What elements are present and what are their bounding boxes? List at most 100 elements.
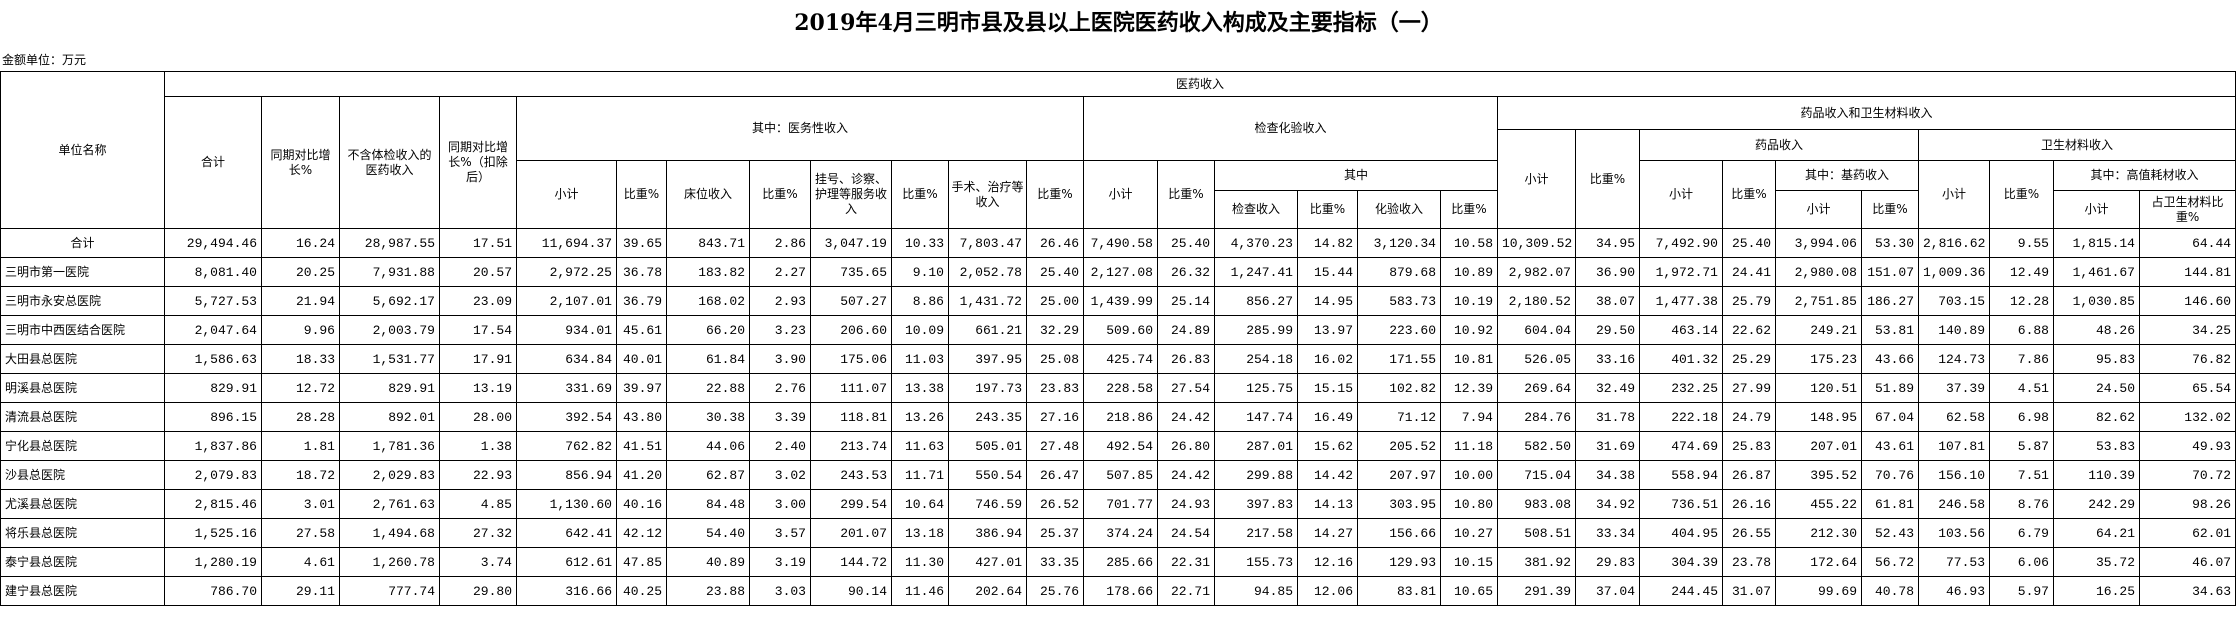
value-cell: 31.78	[1575, 402, 1640, 432]
value-cell: 2,815.46	[164, 489, 262, 519]
value-cell: 1,494.68	[339, 518, 440, 548]
value-cell: 22.71	[1157, 576, 1215, 606]
value-cell: 49.93	[2138, 431, 2237, 461]
value-cell: 30.38	[666, 402, 750, 432]
value-cell: 983.08	[1497, 489, 1576, 519]
value-cell: 90.14	[810, 576, 892, 606]
header-cell: 比重%	[1722, 160, 1776, 229]
header-cell: 小计	[516, 160, 617, 229]
value-cell: 17.54	[439, 315, 517, 345]
value-cell: 2,982.07	[1497, 257, 1576, 287]
value-cell: 28,987.55	[339, 228, 440, 258]
value-cell: 24.41	[1722, 257, 1776, 287]
value-cell: 2,980.08	[1775, 257, 1862, 287]
value-cell: 9.55	[1989, 228, 2054, 258]
value-cell: 102.82	[1357, 373, 1441, 403]
header-cell: 小计	[1639, 160, 1723, 229]
value-cell: 77.53	[1918, 547, 1990, 577]
value-cell: 146.60	[2138, 286, 2237, 316]
value-cell: 492.54	[1083, 431, 1158, 461]
value-cell: 33.35	[1026, 547, 1084, 577]
value-cell: 2,751.85	[1775, 286, 1862, 316]
header-cell: 比重%	[1989, 160, 2054, 229]
value-cell: 98.26	[2138, 489, 2237, 519]
value-cell: 2.86	[749, 228, 811, 258]
value-cell: 24.93	[1157, 489, 1215, 519]
value-cell: 1,972.71	[1639, 257, 1723, 287]
value-cell: 10.80	[1440, 489, 1498, 519]
value-cell: 156.66	[1357, 518, 1441, 548]
value-cell: 244.45	[1639, 576, 1723, 606]
value-cell: 66.20	[666, 315, 750, 345]
value-cell: 111.07	[810, 373, 892, 403]
value-cell: 26.80	[1157, 431, 1215, 461]
header-cell: 小计	[2053, 190, 2140, 229]
value-cell: 71.12	[1357, 402, 1441, 432]
value-cell: 299.54	[810, 489, 892, 519]
value-cell: 26.52	[1026, 489, 1084, 519]
value-cell: 1,525.16	[164, 518, 262, 548]
header-cell: 药品收入和卫生材料收入	[1496, 96, 2237, 130]
value-cell: 144.72	[810, 547, 892, 577]
value-cell: 206.60	[810, 315, 892, 345]
value-cell: 381.92	[1497, 547, 1576, 577]
unit-name: 清流县总医院	[0, 402, 165, 432]
value-cell: 83.81	[1357, 576, 1441, 606]
value-cell: 20.25	[261, 257, 340, 287]
value-cell: 25.00	[1026, 286, 1084, 316]
value-cell: 11,694.37	[516, 228, 617, 258]
value-cell: 33.16	[1575, 344, 1640, 374]
value-cell: 11.30	[891, 547, 949, 577]
value-cell: 463.14	[1639, 315, 1723, 345]
value-cell: 12.06	[1297, 576, 1358, 606]
value-cell: 124.73	[1918, 344, 1990, 374]
value-cell: 67.04	[1861, 402, 1919, 432]
value-cell: 14.95	[1297, 286, 1358, 316]
value-cell: 3.01	[261, 489, 340, 519]
value-cell: 1,280.19	[164, 547, 262, 577]
value-cell: 1,009.36	[1918, 257, 1990, 287]
header-cell: 单位名称	[0, 71, 165, 229]
table-row: 大田县总医院 1,586.63 18.33 1,531.77 17.91 634.84 40…	[0, 344, 2237, 374]
value-cell: 269.64	[1497, 373, 1576, 403]
value-cell: 856.94	[516, 460, 617, 490]
value-cell: 36.78	[616, 257, 667, 287]
data-table: 单位名称 医药收入 合计 同期对比增长% 不含体检收入的医药收入 同期对比增长%…	[0, 71, 2237, 606]
value-cell: 3.39	[749, 402, 811, 432]
value-cell: 879.68	[1357, 257, 1441, 287]
value-cell: 64.21	[2053, 518, 2140, 548]
value-cell: 25.76	[1026, 576, 1084, 606]
value-cell: 148.95	[1775, 402, 1862, 432]
value-cell: 62.87	[666, 460, 750, 490]
value-cell: 15.62	[1297, 431, 1358, 461]
value-cell: 642.41	[516, 518, 617, 548]
value-cell: 604.04	[1497, 315, 1576, 345]
value-cell: 10.27	[1440, 518, 1498, 548]
value-cell: 41.51	[616, 431, 667, 461]
value-cell: 3.02	[749, 460, 811, 490]
value-cell: 9.10	[891, 257, 949, 287]
value-cell: 171.55	[1357, 344, 1441, 374]
unit-name: 宁化县总医院	[0, 431, 165, 461]
value-cell: 1,439.99	[1083, 286, 1158, 316]
value-cell: 76.82	[2138, 344, 2237, 374]
unit-name: 大田县总医院	[0, 344, 165, 374]
value-cell: 168.02	[666, 286, 750, 316]
value-cell: 26.16	[1722, 489, 1776, 519]
value-cell: 2,127.08	[1083, 257, 1158, 287]
value-cell: 24.42	[1157, 402, 1215, 432]
value-cell: 34.92	[1575, 489, 1640, 519]
value-cell: 829.91	[339, 373, 440, 403]
value-cell: 26.87	[1722, 460, 1776, 490]
table-header: 单位名称 医药收入 合计 同期对比增长% 不含体检收入的医药收入 同期对比增长%…	[0, 71, 2237, 229]
value-cell: 4.51	[1989, 373, 2054, 403]
value-cell: 303.95	[1357, 489, 1441, 519]
value-cell: 7,803.47	[948, 228, 1027, 258]
value-cell: 25.40	[1026, 257, 1084, 287]
value-cell: 892.01	[339, 402, 440, 432]
value-cell: 474.69	[1639, 431, 1723, 461]
value-cell: 316.66	[516, 576, 617, 606]
header-cell: 占卫生材料比重%	[2138, 190, 2237, 229]
value-cell: 2,079.83	[164, 460, 262, 490]
value-cell: 31.69	[1575, 431, 1640, 461]
